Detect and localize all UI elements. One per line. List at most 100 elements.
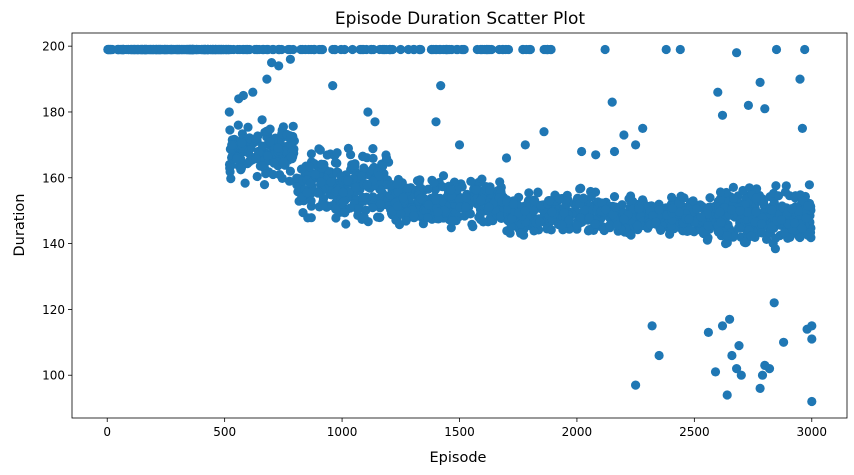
data-point: [564, 215, 574, 225]
data-point: [368, 144, 378, 154]
data-point: [368, 153, 378, 163]
x-tick-label: 3000: [796, 425, 827, 439]
data-point: [316, 159, 326, 169]
data-point: [676, 191, 686, 201]
data-point: [438, 171, 449, 181]
data-point: [713, 87, 723, 97]
data-point: [722, 238, 732, 248]
data-point: [729, 193, 739, 203]
data-point: [330, 158, 340, 168]
y-tick-label: 140: [42, 237, 65, 251]
data-point: [732, 48, 742, 58]
data-point: [105, 44, 115, 55]
data-points: [103, 44, 817, 407]
data-point: [608, 209, 618, 220]
data-point: [166, 44, 176, 55]
data-point: [237, 138, 247, 148]
data-point: [727, 350, 737, 361]
data-point: [225, 167, 235, 177]
data-point: [340, 44, 350, 55]
data-point: [654, 350, 664, 361]
data-point: [283, 44, 293, 55]
data-point: [575, 213, 586, 223]
y-tick-label: 180: [42, 105, 65, 119]
data-point: [431, 117, 441, 127]
data-point: [638, 123, 648, 133]
data-point: [268, 169, 278, 180]
x-tick-label: 1000: [327, 425, 358, 439]
data-point: [461, 192, 471, 203]
data-point: [476, 44, 486, 55]
data-point: [631, 380, 641, 390]
data-point: [135, 44, 145, 55]
data-point: [356, 171, 367, 181]
data-point: [717, 321, 728, 331]
data-point: [330, 44, 340, 55]
data-point: [471, 185, 481, 195]
data-point: [475, 209, 485, 220]
data-point: [586, 192, 596, 202]
data-point: [257, 161, 268, 171]
data-point: [318, 200, 328, 210]
data-point: [542, 44, 553, 55]
data-point: [710, 367, 721, 377]
data-point: [392, 201, 402, 211]
data-point: [225, 125, 235, 135]
data-point: [243, 122, 253, 132]
data-point: [224, 107, 234, 117]
data-point: [310, 169, 320, 179]
data-point: [609, 192, 620, 202]
data-point: [306, 196, 316, 206]
data-point: [257, 115, 267, 125]
data-point: [612, 220, 622, 230]
data-point: [478, 217, 488, 227]
data-point: [392, 179, 402, 189]
x-axis: 0 500 1000 1500 2000 2500 3000: [103, 418, 827, 439]
data-point: [433, 214, 444, 224]
data-point: [251, 134, 261, 144]
data-point: [577, 146, 587, 157]
data-point: [430, 195, 441, 205]
data-point: [315, 145, 325, 155]
data-point: [746, 231, 756, 241]
data-point: [359, 163, 369, 173]
data-point: [546, 225, 556, 235]
data-point: [755, 383, 765, 393]
data-point: [508, 199, 519, 209]
data-point: [343, 176, 353, 186]
data-point: [521, 44, 531, 55]
data-point: [396, 209, 406, 219]
data-point: [751, 207, 761, 217]
data-point: [739, 237, 750, 247]
data-point: [600, 44, 610, 55]
data-point: [524, 188, 534, 198]
data-point: [735, 206, 745, 216]
data-point: [459, 44, 469, 55]
data-point: [285, 54, 295, 64]
data-point: [465, 209, 475, 219]
data-point: [626, 230, 636, 240]
data-point: [453, 44, 463, 55]
data-point: [433, 207, 443, 217]
data-point: [268, 44, 278, 55]
data-point: [331, 204, 341, 214]
y-axis: 100 120 140 160 180 200: [42, 40, 72, 383]
data-point: [236, 163, 246, 173]
data-point: [454, 140, 465, 150]
data-point: [732, 364, 742, 374]
data-point: [705, 193, 715, 203]
data-point: [252, 171, 262, 182]
data-point: [242, 44, 252, 55]
data-point: [605, 220, 615, 230]
data-point: [375, 44, 385, 55]
data-point: [306, 213, 316, 223]
data-point: [520, 206, 530, 216]
y-axis-title: Duration: [12, 194, 28, 257]
data-point: [232, 154, 242, 164]
data-point: [771, 181, 781, 191]
data-point: [771, 44, 782, 55]
data-point: [262, 74, 272, 84]
data-point: [446, 223, 456, 233]
data-point: [484, 202, 494, 212]
